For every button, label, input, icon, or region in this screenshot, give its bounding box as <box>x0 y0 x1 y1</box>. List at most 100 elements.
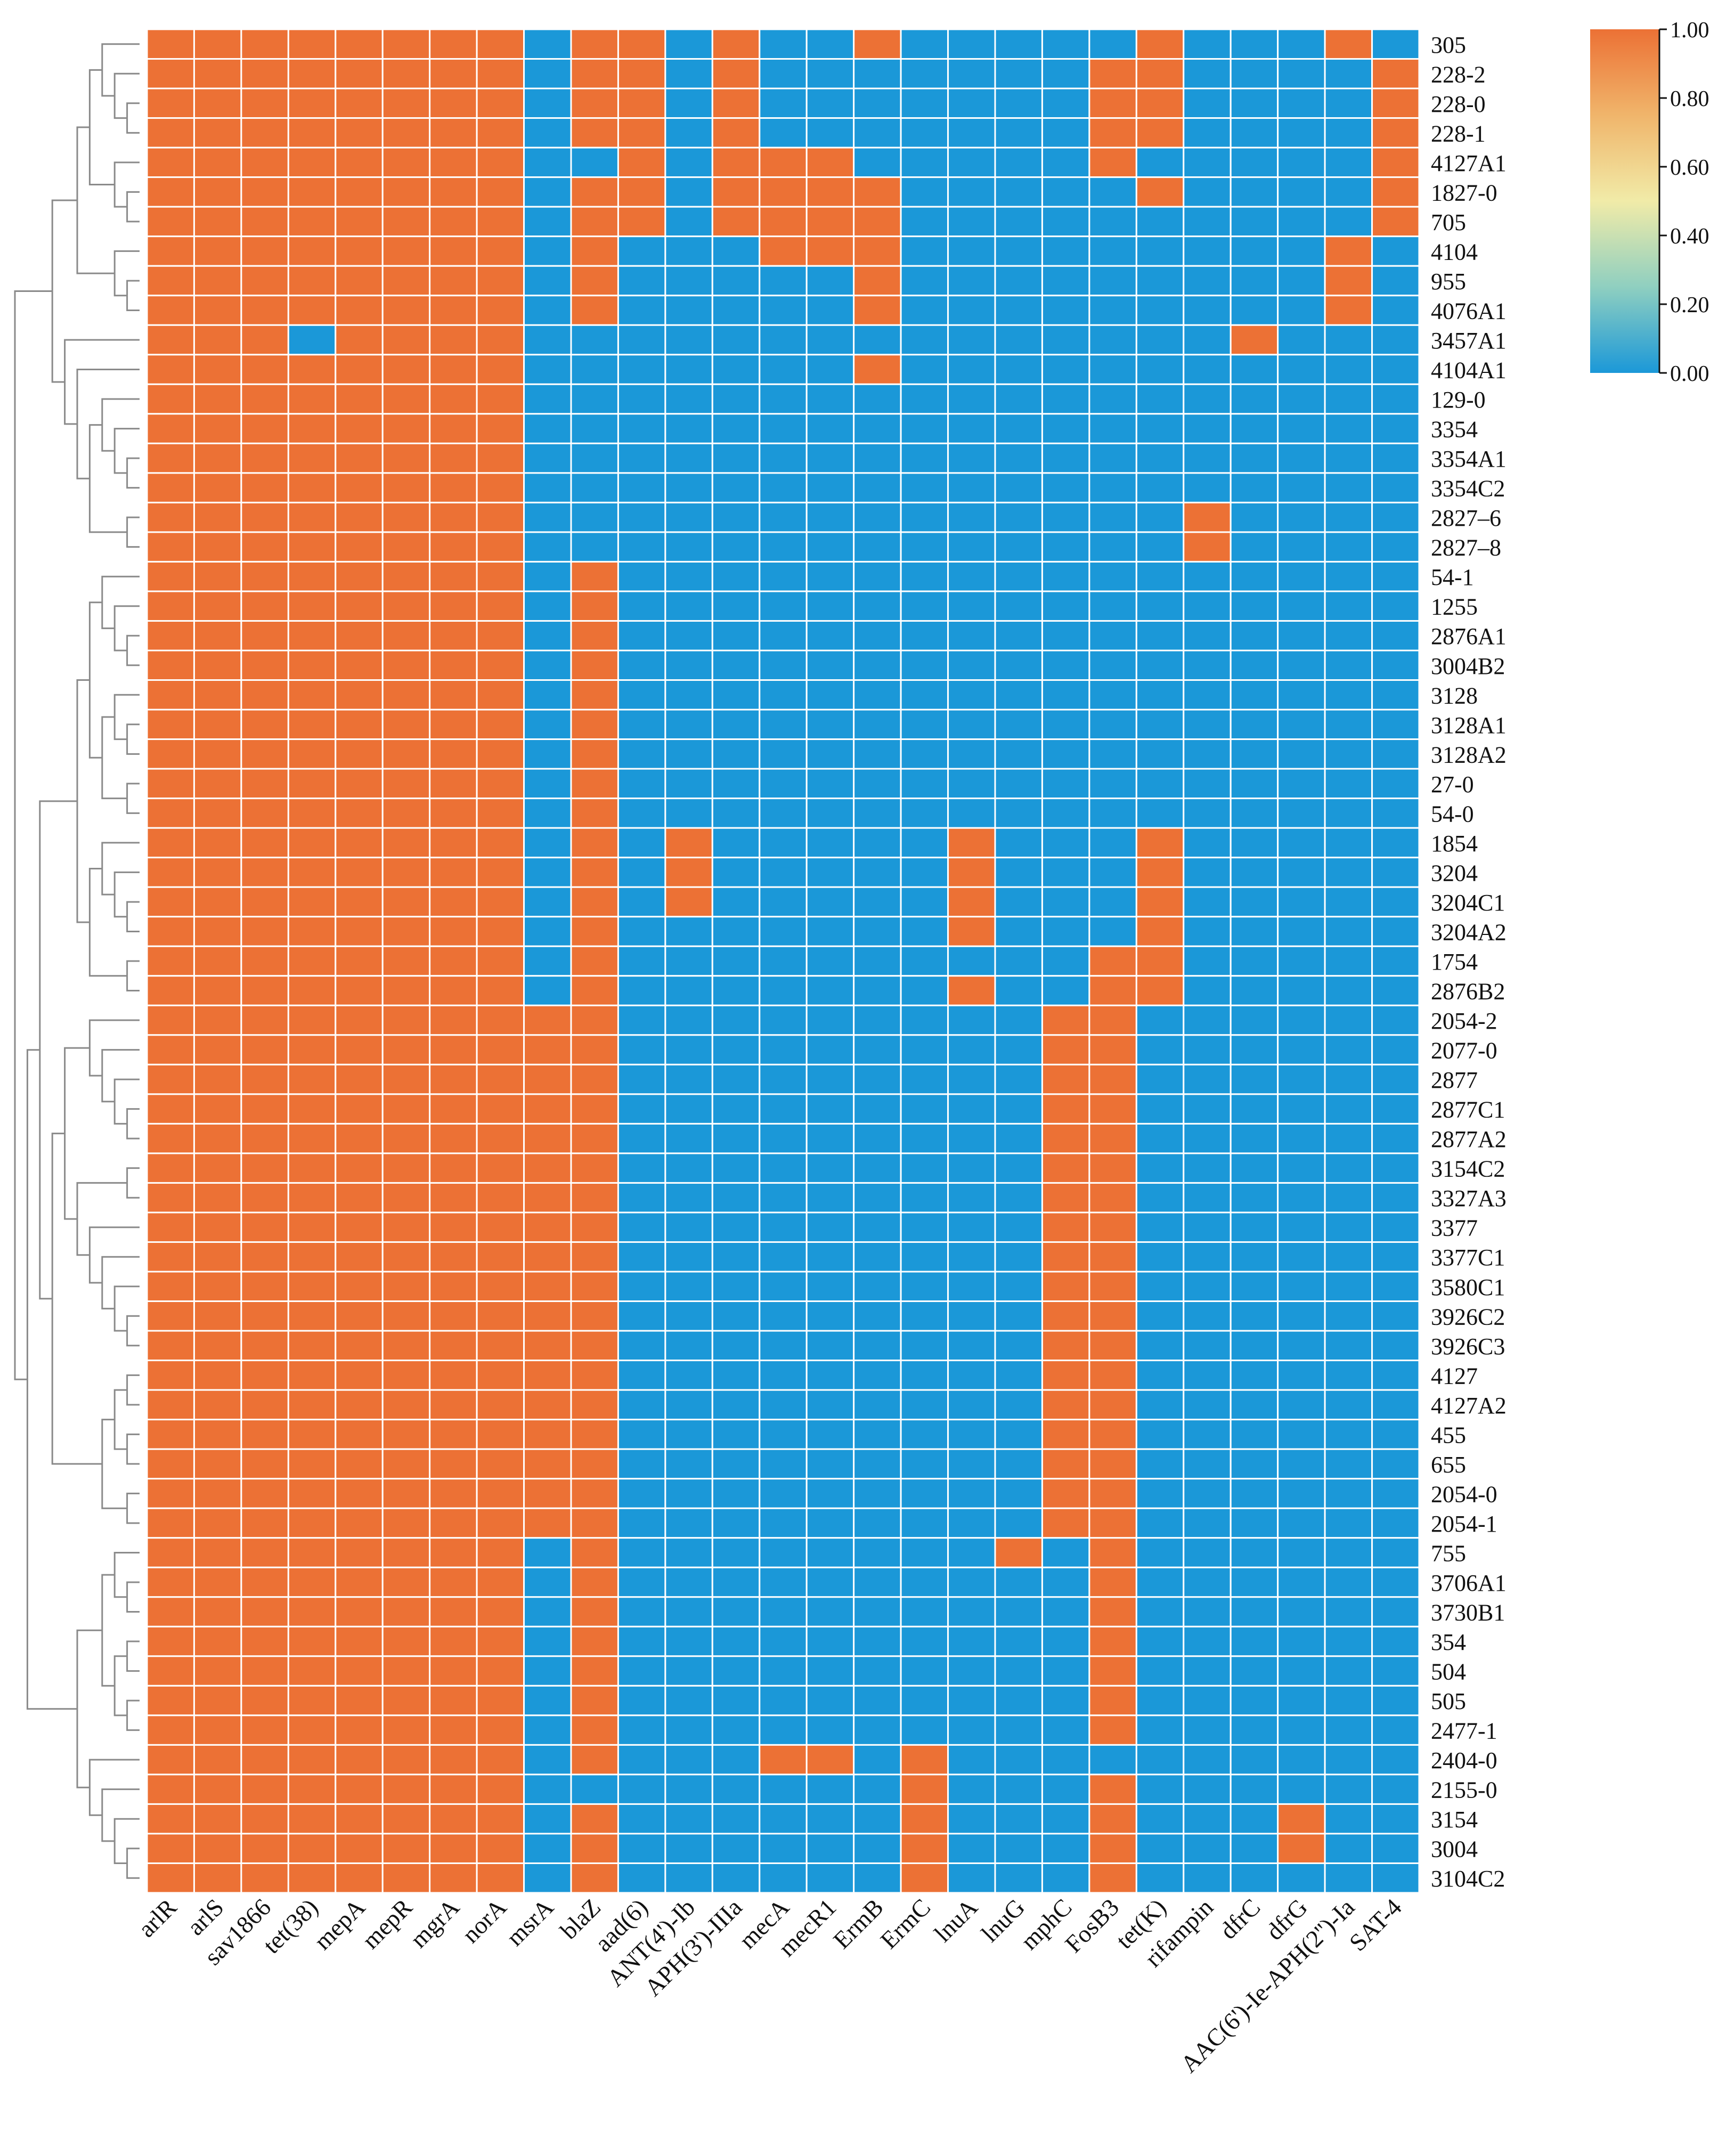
heatmap-cell <box>617 1803 666 1835</box>
heatmap-cell <box>146 1744 195 1776</box>
row-label: 3730B1 <box>1431 1600 1505 1626</box>
heatmap-cell <box>711 383 761 415</box>
heatmap-cell <box>1277 827 1326 859</box>
heatmap-cell <box>900 28 949 60</box>
heatmap-cell <box>1277 1773 1326 1805</box>
heatmap-cell <box>381 413 431 444</box>
heatmap-cell <box>1088 1714 1137 1746</box>
heatmap-cell <box>570 649 619 681</box>
heatmap-cell <box>853 1507 902 1539</box>
heatmap-cell <box>287 1566 337 1598</box>
heatmap-cell <box>1088 679 1137 711</box>
heatmap-cell <box>1135 147 1185 178</box>
heatmap-cell <box>381 176 431 208</box>
heatmap-cell <box>617 649 666 681</box>
heatmap-cell <box>1135 1478 1185 1509</box>
heatmap-cell <box>193 827 242 859</box>
heatmap-cell <box>476 1833 525 1864</box>
heatmap-cell <box>1088 560 1137 592</box>
heatmap-cell <box>900 1478 949 1509</box>
heatmap-cell <box>1277 1211 1326 1243</box>
heatmap-cell <box>805 1478 855 1509</box>
heatmap-cell <box>711 413 761 444</box>
heatmap-cell <box>381 324 431 356</box>
heatmap-cell <box>805 413 855 444</box>
heatmap-cell <box>853 1803 902 1835</box>
heatmap-cell <box>570 1122 619 1154</box>
heatmap-cell <box>523 58 572 90</box>
heatmap-cell <box>381 206 431 238</box>
heatmap-cell <box>429 354 478 385</box>
heatmap-cell <box>1135 1300 1185 1332</box>
heatmap-cell <box>1183 1803 1232 1835</box>
heatmap-cell <box>664 1596 713 1628</box>
heatmap-cell <box>1230 1448 1279 1480</box>
heatmap-cell <box>429 945 478 977</box>
dendrogram-branch <box>76 1182 127 1256</box>
heatmap-cell <box>711 1211 761 1243</box>
heatmap-cell <box>900 679 949 711</box>
heatmap-cell <box>759 87 808 119</box>
heatmap-cell <box>193 1034 242 1065</box>
dendrogram-branch <box>88 424 127 533</box>
heatmap-cell <box>1041 413 1090 444</box>
heatmap-cell <box>1135 413 1185 444</box>
heatmap-cell <box>1324 1773 1373 1805</box>
heatmap-cell <box>664 295 713 326</box>
column-label: mepA <box>309 1893 371 1955</box>
heatmap-cell <box>1324 265 1373 297</box>
heatmap-cell <box>240 472 289 503</box>
heatmap-cell <box>476 1330 525 1362</box>
heatmap-cell <box>1277 1507 1326 1539</box>
heatmap-cell <box>759 472 808 503</box>
heatmap-cell <box>240 147 289 178</box>
heatmap-cell <box>523 117 572 149</box>
heatmap-cell <box>1183 827 1232 859</box>
heatmap-cell <box>381 1419 431 1450</box>
heatmap-cell <box>805 1419 855 1450</box>
heatmap-cell <box>947 324 996 356</box>
dendrogram-branch <box>88 1226 140 1284</box>
heatmap-cell <box>947 58 996 90</box>
heatmap-cell <box>1088 1300 1137 1332</box>
heatmap-cell <box>711 1537 761 1568</box>
heatmap-cell <box>664 87 713 119</box>
heatmap-cell <box>570 1478 619 1509</box>
heatmap-cell <box>947 295 996 326</box>
heatmap-cell <box>1371 1862 1420 1894</box>
heatmap-cell <box>240 709 289 741</box>
heatmap-cell <box>146 1773 195 1805</box>
heatmap-cell <box>476 738 525 770</box>
heatmap-cell <box>617 265 666 297</box>
heatmap-cell <box>287 768 337 800</box>
heatmap-cell <box>287 472 337 503</box>
heatmap-cell <box>1041 235 1090 267</box>
heatmap-cell <box>1371 679 1420 711</box>
heatmap-cell <box>1324 649 1373 681</box>
heatmap-cell <box>947 975 996 1006</box>
heatmap-cell <box>146 649 195 681</box>
heatmap-cell <box>287 501 337 533</box>
heatmap-cell <box>240 1271 289 1303</box>
heatmap-cell <box>146 383 195 415</box>
heatmap-cell <box>381 1537 431 1568</box>
heatmap-cell <box>523 383 572 415</box>
dendrogram-branch <box>76 126 115 274</box>
heatmap-cell <box>1324 1211 1373 1243</box>
heatmap-cell <box>476 1152 525 1184</box>
heatmap-cell <box>664 1004 713 1036</box>
heatmap-cell <box>146 1419 195 1450</box>
heatmap-cell <box>523 235 572 267</box>
row-label: 3354A1 <box>1431 446 1507 472</box>
heatmap-cell <box>711 1655 761 1687</box>
heatmap-cell <box>1183 679 1232 711</box>
heatmap-cell <box>617 1389 666 1421</box>
heatmap-cell <box>381 1803 431 1835</box>
heatmap-cell <box>1183 28 1232 60</box>
heatmap-cell <box>759 413 808 444</box>
heatmap-cell <box>1088 295 1137 326</box>
heatmap-cell <box>1041 531 1090 563</box>
heatmap-cell <box>947 531 996 563</box>
heatmap-cell <box>570 1419 619 1450</box>
heatmap-cell <box>711 709 761 741</box>
